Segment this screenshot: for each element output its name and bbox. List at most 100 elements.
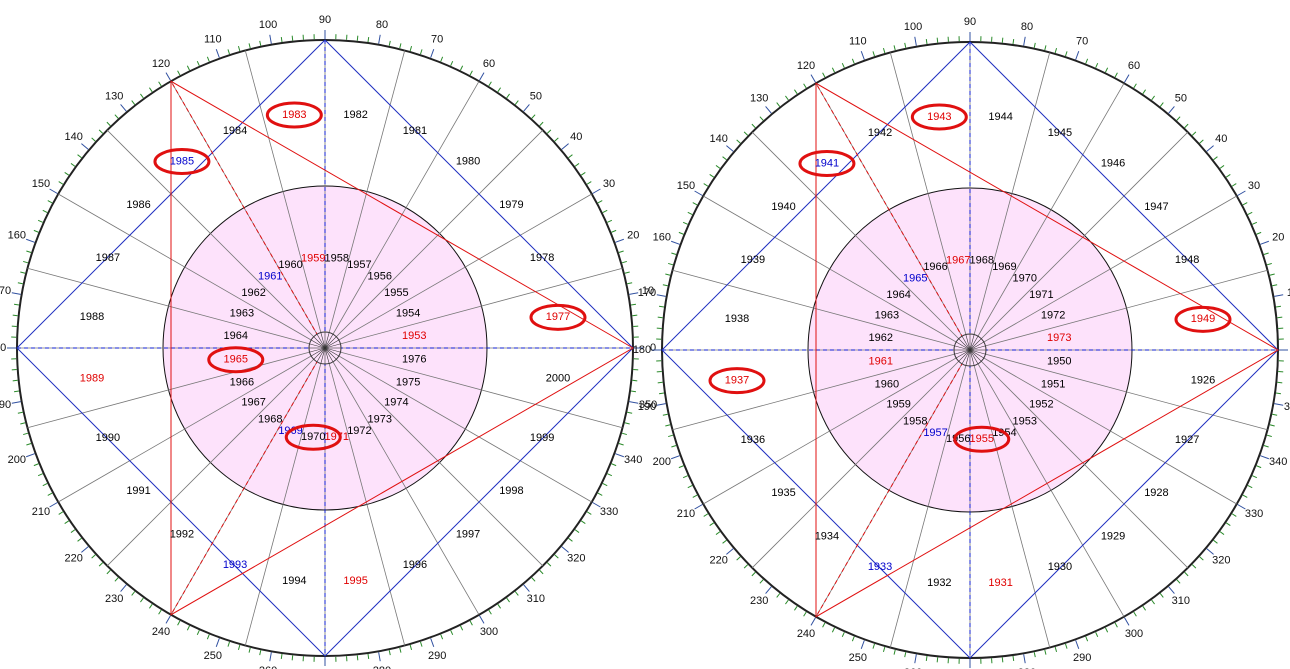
year-label: 1955 xyxy=(970,433,994,445)
degree-tick xyxy=(13,303,20,306)
spoke xyxy=(889,349,971,648)
spoke xyxy=(324,347,544,567)
degree-label: 150 xyxy=(677,180,695,192)
degree-tick xyxy=(98,562,104,567)
spoke xyxy=(969,349,1189,569)
year-label: 1984 xyxy=(223,125,247,137)
degree-tick xyxy=(586,181,592,185)
highlight-ellipse xyxy=(207,346,265,374)
degree-tick xyxy=(488,609,492,615)
degree-tick xyxy=(611,229,617,233)
degree-tick xyxy=(803,611,807,617)
year-label: 1974 xyxy=(384,397,408,409)
year-label: 1992 xyxy=(170,528,194,540)
degree-tick xyxy=(1114,72,1118,78)
degree-label: 310 xyxy=(527,593,545,605)
degree-tick xyxy=(1075,640,1080,649)
degree-tick xyxy=(523,104,530,112)
highlight-ellipse xyxy=(153,148,211,176)
degree-tick xyxy=(158,81,162,87)
degree-tick xyxy=(1272,413,1278,416)
degree-tick xyxy=(586,511,592,515)
spoke xyxy=(969,349,1237,505)
degree-tick xyxy=(64,171,70,176)
degree-tick xyxy=(479,615,485,624)
spoke xyxy=(969,269,1268,351)
year-label: 1936 xyxy=(741,434,765,446)
degree-tick xyxy=(743,564,749,569)
degree-tick xyxy=(621,260,627,264)
degree-tick xyxy=(37,473,43,477)
degree-tick xyxy=(399,43,402,49)
degree-label: 70 xyxy=(431,34,443,46)
degree-tick xyxy=(1256,231,1262,235)
degree-tick xyxy=(597,492,603,496)
degree-label: 30 xyxy=(1248,180,1260,192)
highlight-ellipse xyxy=(265,101,323,129)
degree-tick xyxy=(656,403,666,406)
degree-tick xyxy=(1237,190,1246,196)
degree-tick xyxy=(743,131,749,136)
degree-tick xyxy=(450,630,454,636)
degree-tick xyxy=(662,284,668,287)
degree-tick xyxy=(1199,139,1204,144)
spoke xyxy=(703,195,971,351)
hub-spoke xyxy=(958,349,971,362)
hub-spoke xyxy=(324,343,341,349)
year-label: 1942 xyxy=(868,127,892,139)
degree-tick xyxy=(592,502,601,508)
year-label: 1980 xyxy=(456,155,480,167)
degree-tick xyxy=(440,634,444,640)
degree-tick xyxy=(291,35,294,41)
degree-tick xyxy=(860,51,865,60)
degree-tick xyxy=(574,529,580,533)
hub-spoke xyxy=(958,338,971,351)
spoke xyxy=(672,349,971,431)
highlight-ellipse xyxy=(798,150,856,178)
degree-tick xyxy=(1231,513,1237,517)
degree-tick xyxy=(624,422,630,425)
degree-label: 190 xyxy=(0,399,11,411)
year-label: 1954 xyxy=(396,307,420,319)
spoke xyxy=(324,129,544,349)
degree-tick xyxy=(248,43,251,49)
degree-tick xyxy=(440,56,444,62)
year-label: 1962 xyxy=(869,332,893,344)
hub-spoke xyxy=(324,336,337,349)
degree-tick xyxy=(656,294,666,297)
degree-tick xyxy=(736,556,741,561)
degree-label: 140 xyxy=(710,133,728,145)
degree-tick xyxy=(1213,156,1218,161)
red-dash xyxy=(170,81,326,349)
hub-spoke xyxy=(316,333,326,349)
degree-tick xyxy=(1184,571,1189,577)
degree-tick xyxy=(1095,62,1099,68)
year-label: 1957 xyxy=(923,427,947,439)
year-label: 1953 xyxy=(402,330,426,342)
degree-tick xyxy=(1105,627,1109,633)
degree-tick xyxy=(1247,485,1253,489)
year-label: 1927 xyxy=(1175,434,1199,446)
degree-tick xyxy=(148,603,153,609)
degree-tick xyxy=(70,529,76,533)
degree-tick xyxy=(1274,294,1284,297)
degree-tick xyxy=(793,89,798,95)
degree-tick xyxy=(546,562,552,567)
degree-tick xyxy=(872,51,875,57)
year-label: 1938 xyxy=(725,313,749,325)
year-label: 1952 xyxy=(1029,399,1053,411)
hub-spoke xyxy=(320,347,326,364)
highlight-ellipse xyxy=(708,367,766,395)
degree-tick xyxy=(12,379,18,382)
degree-tick xyxy=(409,46,413,52)
degree-tick xyxy=(602,209,608,213)
degree-tick xyxy=(671,455,680,460)
degree-tick xyxy=(904,42,907,48)
hub-spoke xyxy=(969,345,986,351)
degree-tick xyxy=(785,95,789,101)
hub-spoke xyxy=(965,334,971,351)
degree-tick xyxy=(692,494,698,498)
degree-label: 130 xyxy=(750,93,768,105)
degree-tick xyxy=(632,314,638,317)
degree-tick xyxy=(20,271,26,274)
